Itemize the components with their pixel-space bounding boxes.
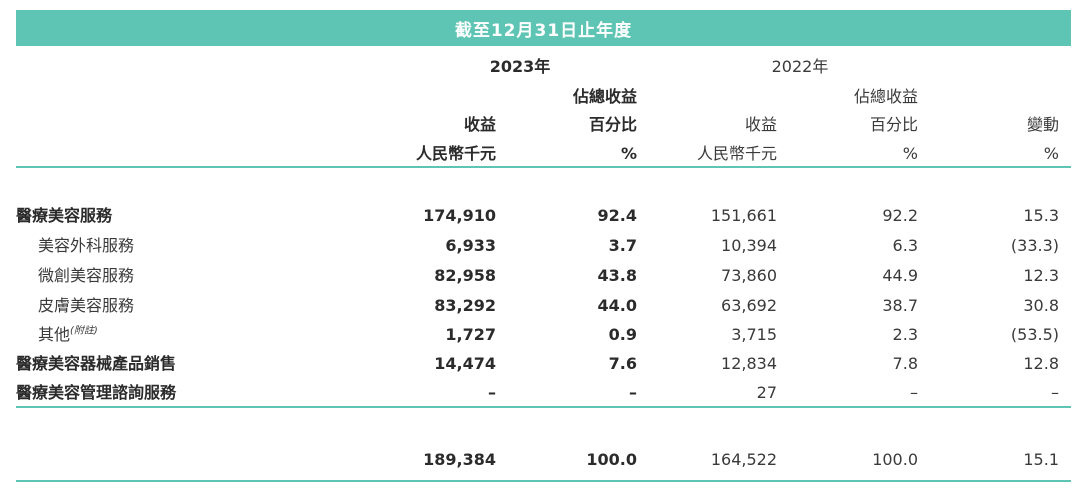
table-cell: 3,715	[731, 325, 777, 344]
column-header-4-line-2: 百分比	[869, 115, 918, 134]
header-divider	[16, 166, 1071, 168]
table-cell: 151,661	[710, 206, 777, 225]
table-cell: –	[488, 383, 496, 402]
table-cell: 92.4	[597, 206, 637, 225]
row-label-text: 醫療美容服務	[16, 206, 113, 225]
table-cell: 73,860	[721, 266, 777, 285]
subtotal-divider	[16, 406, 1071, 408]
table-cell: 12.8	[1023, 354, 1059, 373]
year-2022-heading: 2022年	[771, 57, 829, 76]
table-cell: 2.3	[892, 325, 918, 344]
total-cell: 100.0	[586, 450, 637, 469]
column-header-2-line-2: 百分比	[588, 115, 637, 134]
column-header-5-line-2: 變動	[1026, 115, 1059, 134]
row-label: 其他(附註)	[38, 324, 98, 346]
year-2023-heading: 2023年	[489, 57, 551, 76]
table-cell: –	[910, 383, 918, 402]
table-cell: 83,292	[434, 296, 496, 315]
column-header-4-line-1: 佔總收益	[853, 87, 918, 106]
table-cell: 7.8	[892, 354, 918, 373]
row-label: 美容外科服務	[38, 235, 134, 257]
table-cell: 7.6	[608, 354, 637, 373]
table-cell: (53.5)	[1010, 325, 1059, 344]
column-header-2-line-1: 佔總收益	[572, 87, 637, 106]
row-label: 微創美容服務	[38, 265, 134, 287]
column-header-1-line-3: 人民幣千元	[415, 144, 496, 163]
column-header-1-line-2: 收益	[463, 115, 496, 134]
table-cell: 27	[756, 383, 777, 402]
total-divider	[16, 480, 1071, 482]
total-cell: 189,384	[423, 450, 496, 469]
table-cell: 10,394	[721, 236, 777, 255]
table-cell: 14,474	[434, 354, 496, 373]
row-label-text: 其他	[38, 325, 71, 344]
column-header-3-line-2: 收益	[744, 115, 777, 134]
table-cell: –	[1051, 383, 1059, 402]
row-label: 醫療美容管理諮詢服務	[16, 382, 176, 404]
column-header-2-line-3: %	[620, 144, 637, 163]
table-cell: 44.9	[882, 266, 918, 285]
table-cell: 12.3	[1023, 266, 1059, 285]
total-cell: 15.1	[1023, 450, 1059, 469]
row-label-text: 醫療美容器械產品銷售	[16, 354, 177, 373]
column-header-4-line-3: %	[902, 144, 918, 163]
table-cell: 3.7	[608, 236, 637, 255]
footnote-marker: (附註)	[70, 325, 98, 337]
table-cell: 92.2	[882, 206, 918, 225]
table-cell: 63,692	[721, 296, 777, 315]
table-cell: 1,727	[445, 325, 496, 344]
row-label-text: 美容外科服務	[38, 236, 135, 255]
total-cell: 164,522	[710, 450, 777, 469]
row-label: 皮膚美容服務	[38, 295, 134, 317]
table-cell: (33.3)	[1010, 236, 1059, 255]
table-cell: 44.0	[597, 296, 637, 315]
column-header-3-line-3: 人民幣千元	[696, 144, 777, 163]
table-cell: –	[629, 383, 637, 402]
table-header-banner: 截至12月31日止年度	[16, 10, 1071, 46]
row-label-text: 醫療美容管理諮詢服務	[16, 383, 177, 402]
table-cell: 82,958	[434, 266, 496, 285]
row-label: 醫療美容服務	[16, 205, 112, 227]
table-cell: 6,933	[445, 236, 496, 255]
total-cell: 100.0	[872, 450, 918, 469]
row-label: 醫療美容器械產品銷售	[16, 353, 176, 375]
table-cell: 38.7	[882, 296, 918, 315]
table-cell: 174,910	[423, 206, 496, 225]
row-label-text: 皮膚美容服務	[38, 296, 135, 315]
column-header-5-line-3: %	[1043, 144, 1059, 163]
row-label-text: 微創美容服務	[38, 266, 135, 285]
table-cell: 15.3	[1023, 206, 1059, 225]
table-cell: 12,834	[721, 354, 777, 373]
table-cell: 43.8	[597, 266, 637, 285]
table-cell: 0.9	[608, 325, 637, 344]
table-cell: 6.3	[892, 236, 918, 255]
table-cell: 30.8	[1023, 296, 1059, 315]
